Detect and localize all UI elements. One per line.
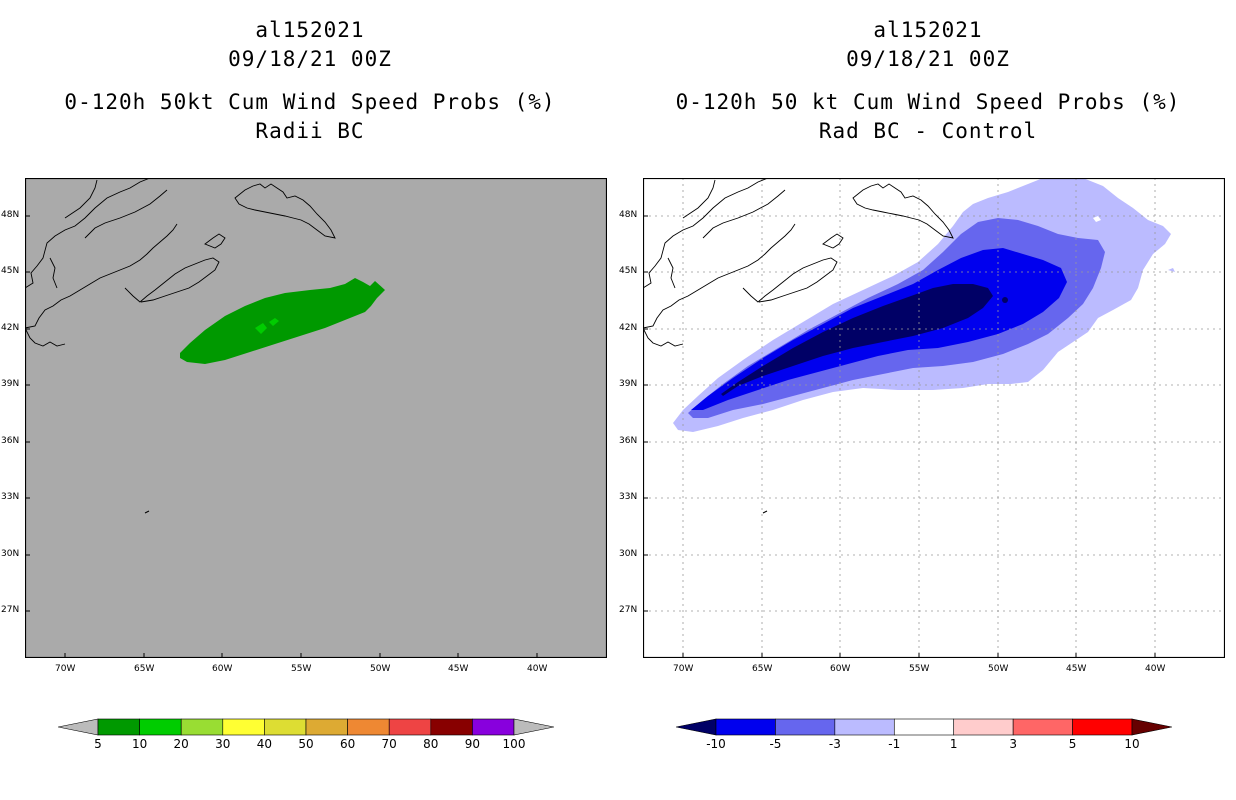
left-lat-label: 33N <box>1 492 20 502</box>
left-colorbar-label: 70 <box>381 737 397 751</box>
right-colorbar-segment <box>715 718 776 736</box>
left-colorbar-segment <box>97 718 140 736</box>
left-colorbar-segment <box>139 718 182 736</box>
left-colorbar-label: 30 <box>215 737 231 751</box>
right-lon-label: 50W <box>988 664 1009 674</box>
left-colorbar-segment <box>264 718 307 736</box>
left-lat-label: 39N <box>1 379 20 389</box>
right-colorbar-label: -5 <box>769 737 782 751</box>
left-lat-label: 30N <box>1 549 20 559</box>
left-lon-label: 50W <box>370 664 391 674</box>
right-panel-title: al152021 09/18/21 00Z 0-120h 50 kt Cum W… <box>618 16 1236 146</box>
left-colorbar-segment <box>305 718 348 736</box>
left-colorbar-low-arrow <box>58 718 99 736</box>
left-lon-label: 55W <box>291 664 312 674</box>
left-map <box>25 178 607 658</box>
right-lat-label: 33N <box>619 492 638 502</box>
right-colorbar-label: 10 <box>1124 737 1140 751</box>
left-colorbar-label: 50 <box>298 737 314 751</box>
left-lat-label: 48N <box>1 210 20 220</box>
left-product: 0-120h 50kt Cum Wind Speed Probs (%) <box>64 90 556 114</box>
right-colorbar-low-arrow <box>676 718 717 736</box>
right-colorbar-label: 3 <box>1009 737 1017 751</box>
left-colorbar-segment <box>180 718 224 736</box>
right-lon-label: 45W <box>1066 664 1087 674</box>
left-colorbar-label: 90 <box>464 737 481 751</box>
left-colorbar-segment <box>472 718 515 736</box>
right-colorbar-label: 5 <box>1068 737 1077 751</box>
left-lon-label: 60W <box>212 664 233 674</box>
left-colorbar-segment <box>222 718 265 736</box>
left-lat-label: 42N <box>1 323 20 333</box>
right-difference-contours <box>673 178 1175 432</box>
right-map-frame <box>643 178 1225 658</box>
left-panel-title: al152021 09/18/21 00Z 0-120h 50kt Cum Wi… <box>0 16 620 146</box>
right-grid <box>643 178 1225 658</box>
right-lon-label: 40W <box>1145 664 1166 674</box>
right-lon-label: 65W <box>752 664 773 674</box>
left-colorbar-label: 100 <box>502 737 526 751</box>
left-colorbar-segment <box>347 718 390 736</box>
left-colorbar-label: 80 <box>423 737 439 751</box>
left-lon-label: 45W <box>448 664 469 674</box>
right-colorbar-segment <box>953 718 1014 736</box>
left-map-background <box>25 178 607 658</box>
left-colorbar <box>58 718 554 736</box>
right-colorbar-label: -3 <box>828 737 841 751</box>
left-subtitle: Radii BC <box>255 119 365 143</box>
left-colorbar-label: 60 <box>339 737 356 751</box>
right-lon-label: 55W <box>909 664 930 674</box>
left-probability-contour <box>180 278 385 364</box>
left-lat-label: 36N <box>1 436 20 446</box>
right-colorbar-segment <box>834 718 895 736</box>
left-colorbar-segment <box>430 718 473 736</box>
left-lat-label: 45N <box>1 266 20 276</box>
left-colorbar-label: 20 <box>173 737 189 751</box>
left-colorbar-label: 40 <box>256 737 273 751</box>
right-lat-label: 48N <box>619 210 638 220</box>
right-coastline <box>643 178 954 347</box>
left-colorbar-segment <box>388 718 432 736</box>
right-colorbar-segment <box>775 718 836 736</box>
left-lon-label: 65W <box>134 664 155 674</box>
right-colorbar-label: 1 <box>949 737 958 751</box>
right-lat-label: 45N <box>619 266 638 276</box>
left-colorbar-label: 10 <box>131 737 148 751</box>
right-lat-label: 27N <box>619 605 638 615</box>
right-island-mark <box>762 510 768 514</box>
right-colorbar-label: -10 <box>706 737 726 751</box>
left-datetime: 09/18/21 00Z <box>228 47 392 71</box>
left-storm-id: al152021 <box>255 18 365 42</box>
right-lon-label: 70W <box>673 664 694 674</box>
left-coastline <box>25 178 336 347</box>
right-lat-label: 39N <box>619 379 638 389</box>
right-lat-label: 42N <box>619 323 638 333</box>
right-colorbar-segment <box>893 718 955 736</box>
left-colorbar-high-arrow <box>513 718 554 736</box>
left-map-frame <box>25 178 607 658</box>
right-colorbar-label: -1 <box>888 737 901 751</box>
right-lat-label: 30N <box>619 549 638 559</box>
right-colorbar-segment <box>1072 718 1133 736</box>
right-storm-id: al152021 <box>873 18 983 42</box>
right-subtitle: Rad BC - Control <box>818 119 1038 143</box>
right-lon-label: 60W <box>830 664 851 674</box>
left-lon-label: 40W <box>527 664 548 674</box>
right-map <box>643 178 1225 658</box>
right-colorbar <box>676 718 1172 736</box>
right-colorbar-high-arrow <box>1131 718 1172 736</box>
left-lat-label: 27N <box>1 605 20 615</box>
left-lon-label: 70W <box>55 664 76 674</box>
right-lat-label: 36N <box>619 436 638 446</box>
left-island-mark <box>144 510 150 514</box>
right-product: 0-120h 50 kt Cum Wind Speed Probs (%) <box>675 90 1181 114</box>
left-colorbar-label: 5 <box>94 737 102 751</box>
right-colorbar-segment <box>1012 718 1073 736</box>
right-datetime: 09/18/21 00Z <box>846 47 1010 71</box>
